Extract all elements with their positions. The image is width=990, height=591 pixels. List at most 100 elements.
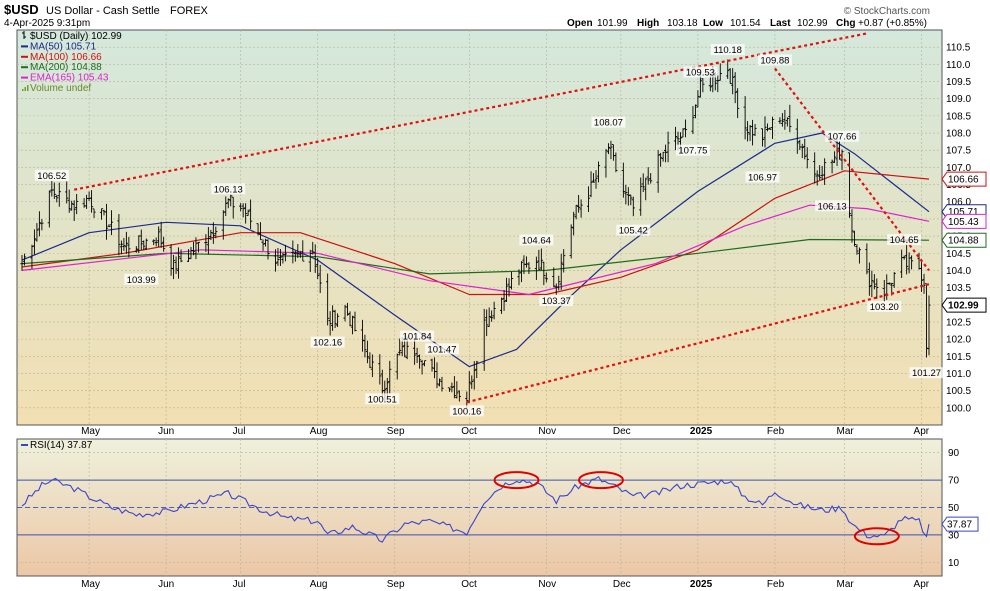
annotation-bg xyxy=(449,405,484,417)
ohlc-bar xyxy=(731,68,735,95)
value-tag-box xyxy=(941,232,987,248)
ohlc-bar xyxy=(770,116,775,139)
ohlc-bar xyxy=(316,257,320,280)
ohlc-bar xyxy=(92,208,96,218)
ohlc-bar xyxy=(67,189,71,213)
annotation-bg xyxy=(365,393,400,405)
ohlc-bar xyxy=(363,334,367,358)
x-tick-label: Dec xyxy=(613,426,631,437)
ohlc-bar xyxy=(574,204,578,220)
ohlc-bar xyxy=(159,221,163,248)
price-axis-label: 107.5 xyxy=(946,146,971,157)
ohlc-bar xyxy=(726,59,730,79)
highlight-ellipse xyxy=(493,471,540,490)
x-tick-label: Nov xyxy=(538,426,556,437)
ohlc-bar xyxy=(572,211,576,236)
header: $USD US Dollar - Cash Settle FOREX 4-Apr… xyxy=(4,2,930,29)
ohlc-bar xyxy=(830,159,834,174)
price-axis-label: 108.0 xyxy=(946,129,971,140)
x-tick-label: Dec xyxy=(613,579,631,590)
ohlc-bar xyxy=(246,209,250,217)
x-tick-label: May xyxy=(81,426,100,437)
ohlc-bar xyxy=(693,104,698,119)
ohlc-bar xyxy=(422,360,427,367)
ohlc-bar xyxy=(239,203,243,212)
ohlc-bar xyxy=(353,311,357,332)
ohlc-bar xyxy=(134,246,138,253)
annotation-bg xyxy=(815,200,850,212)
ohlc-bar xyxy=(867,262,871,296)
legend-entry: $USD (Daily) 102.99 xyxy=(30,31,122,42)
ohlc-bar xyxy=(509,271,514,290)
price-annotation: 106.13 xyxy=(214,184,243,195)
ohlc-bar xyxy=(378,354,382,385)
ohlc-bar xyxy=(452,376,456,399)
ohlc-bar xyxy=(348,311,352,327)
ohlc-bar xyxy=(691,106,695,135)
legend-swatch xyxy=(24,87,26,91)
value-tag-label: 102.99 xyxy=(948,301,979,312)
chg-value: +0.87 (+0.85%) xyxy=(858,18,927,29)
low-label: Low xyxy=(703,18,723,29)
price-axis-label: 102.5 xyxy=(946,317,971,328)
trend-line xyxy=(466,283,930,404)
ohlc-bar xyxy=(552,267,556,288)
ohlc-bar xyxy=(154,237,158,247)
price-axis-label: 100.5 xyxy=(946,386,971,397)
price-annotation: 107.66 xyxy=(827,132,856,143)
x-tick-label: Aug xyxy=(310,426,328,437)
value-tag-label: 105.71 xyxy=(948,207,979,218)
ohlc-bar xyxy=(291,240,295,264)
ohlc-bar xyxy=(398,338,402,356)
ohlc-bar xyxy=(244,203,248,224)
price-annotations: 106.52103.99106.13102.16100.51101.84101.… xyxy=(34,44,944,417)
price-axis-label: 103.5 xyxy=(946,283,971,294)
ohlc-bar xyxy=(624,184,628,205)
ohlc-bar xyxy=(499,297,504,314)
ohlc-bar xyxy=(840,149,844,171)
ohlc-bar xyxy=(504,277,509,302)
ohlc-bar xyxy=(328,311,332,336)
price-annotation: 109.53 xyxy=(686,67,715,78)
price-annotation: 100.51 xyxy=(368,394,397,405)
ma50-line xyxy=(21,132,930,368)
price-annotation: 101.84 xyxy=(403,332,432,343)
legend-entry: MA(200) 104.88 xyxy=(30,62,102,73)
annotation-bg xyxy=(909,367,944,379)
annotation-bg xyxy=(745,171,780,183)
ohlc-bar xyxy=(837,141,842,160)
ohlc-bar xyxy=(785,117,789,127)
ohlc-bar xyxy=(646,167,650,185)
ohlc-bar xyxy=(492,301,496,320)
price-axis-label: 110.5 xyxy=(946,43,971,54)
ohlc-bar xyxy=(661,151,665,162)
ohlc-bar xyxy=(283,244,288,262)
price-grid xyxy=(17,30,942,425)
price-axis-label: 101.5 xyxy=(946,352,971,363)
rsi-axis-label: 50 xyxy=(948,503,960,514)
ohlc-bar xyxy=(450,382,454,393)
price-axis-label: 104.5 xyxy=(946,249,971,260)
ohlc-bar xyxy=(649,173,653,184)
x-tick-label: Jun xyxy=(158,426,174,437)
date-time: 4-Apr-2025 9:31pm xyxy=(4,18,90,29)
price-x-ticks: May Jun Jul Aug Sep Oct Nov Dec 2025 Feb Mar Apr xyxy=(81,426,930,437)
ohlc-bar xyxy=(139,229,143,251)
x-tick-label: Nov xyxy=(538,579,556,590)
x-tick-label: Mar xyxy=(837,579,855,590)
ohlc-bar xyxy=(683,119,688,138)
ohlc-bar xyxy=(127,236,131,258)
ohlc-bar xyxy=(591,173,596,183)
rsi-last-tag: 37.87 xyxy=(941,516,979,532)
ohlc-bar xyxy=(20,255,24,271)
price-annotation: 105.42 xyxy=(619,226,648,237)
price-axis-label: 109.5 xyxy=(946,77,971,88)
ohlc-bar xyxy=(586,186,591,213)
ohlc-bar xyxy=(204,234,208,252)
highlight-ellipse xyxy=(577,471,624,490)
ohlc-bar xyxy=(395,353,399,380)
rsi-axis-label: 30 xyxy=(948,530,960,541)
